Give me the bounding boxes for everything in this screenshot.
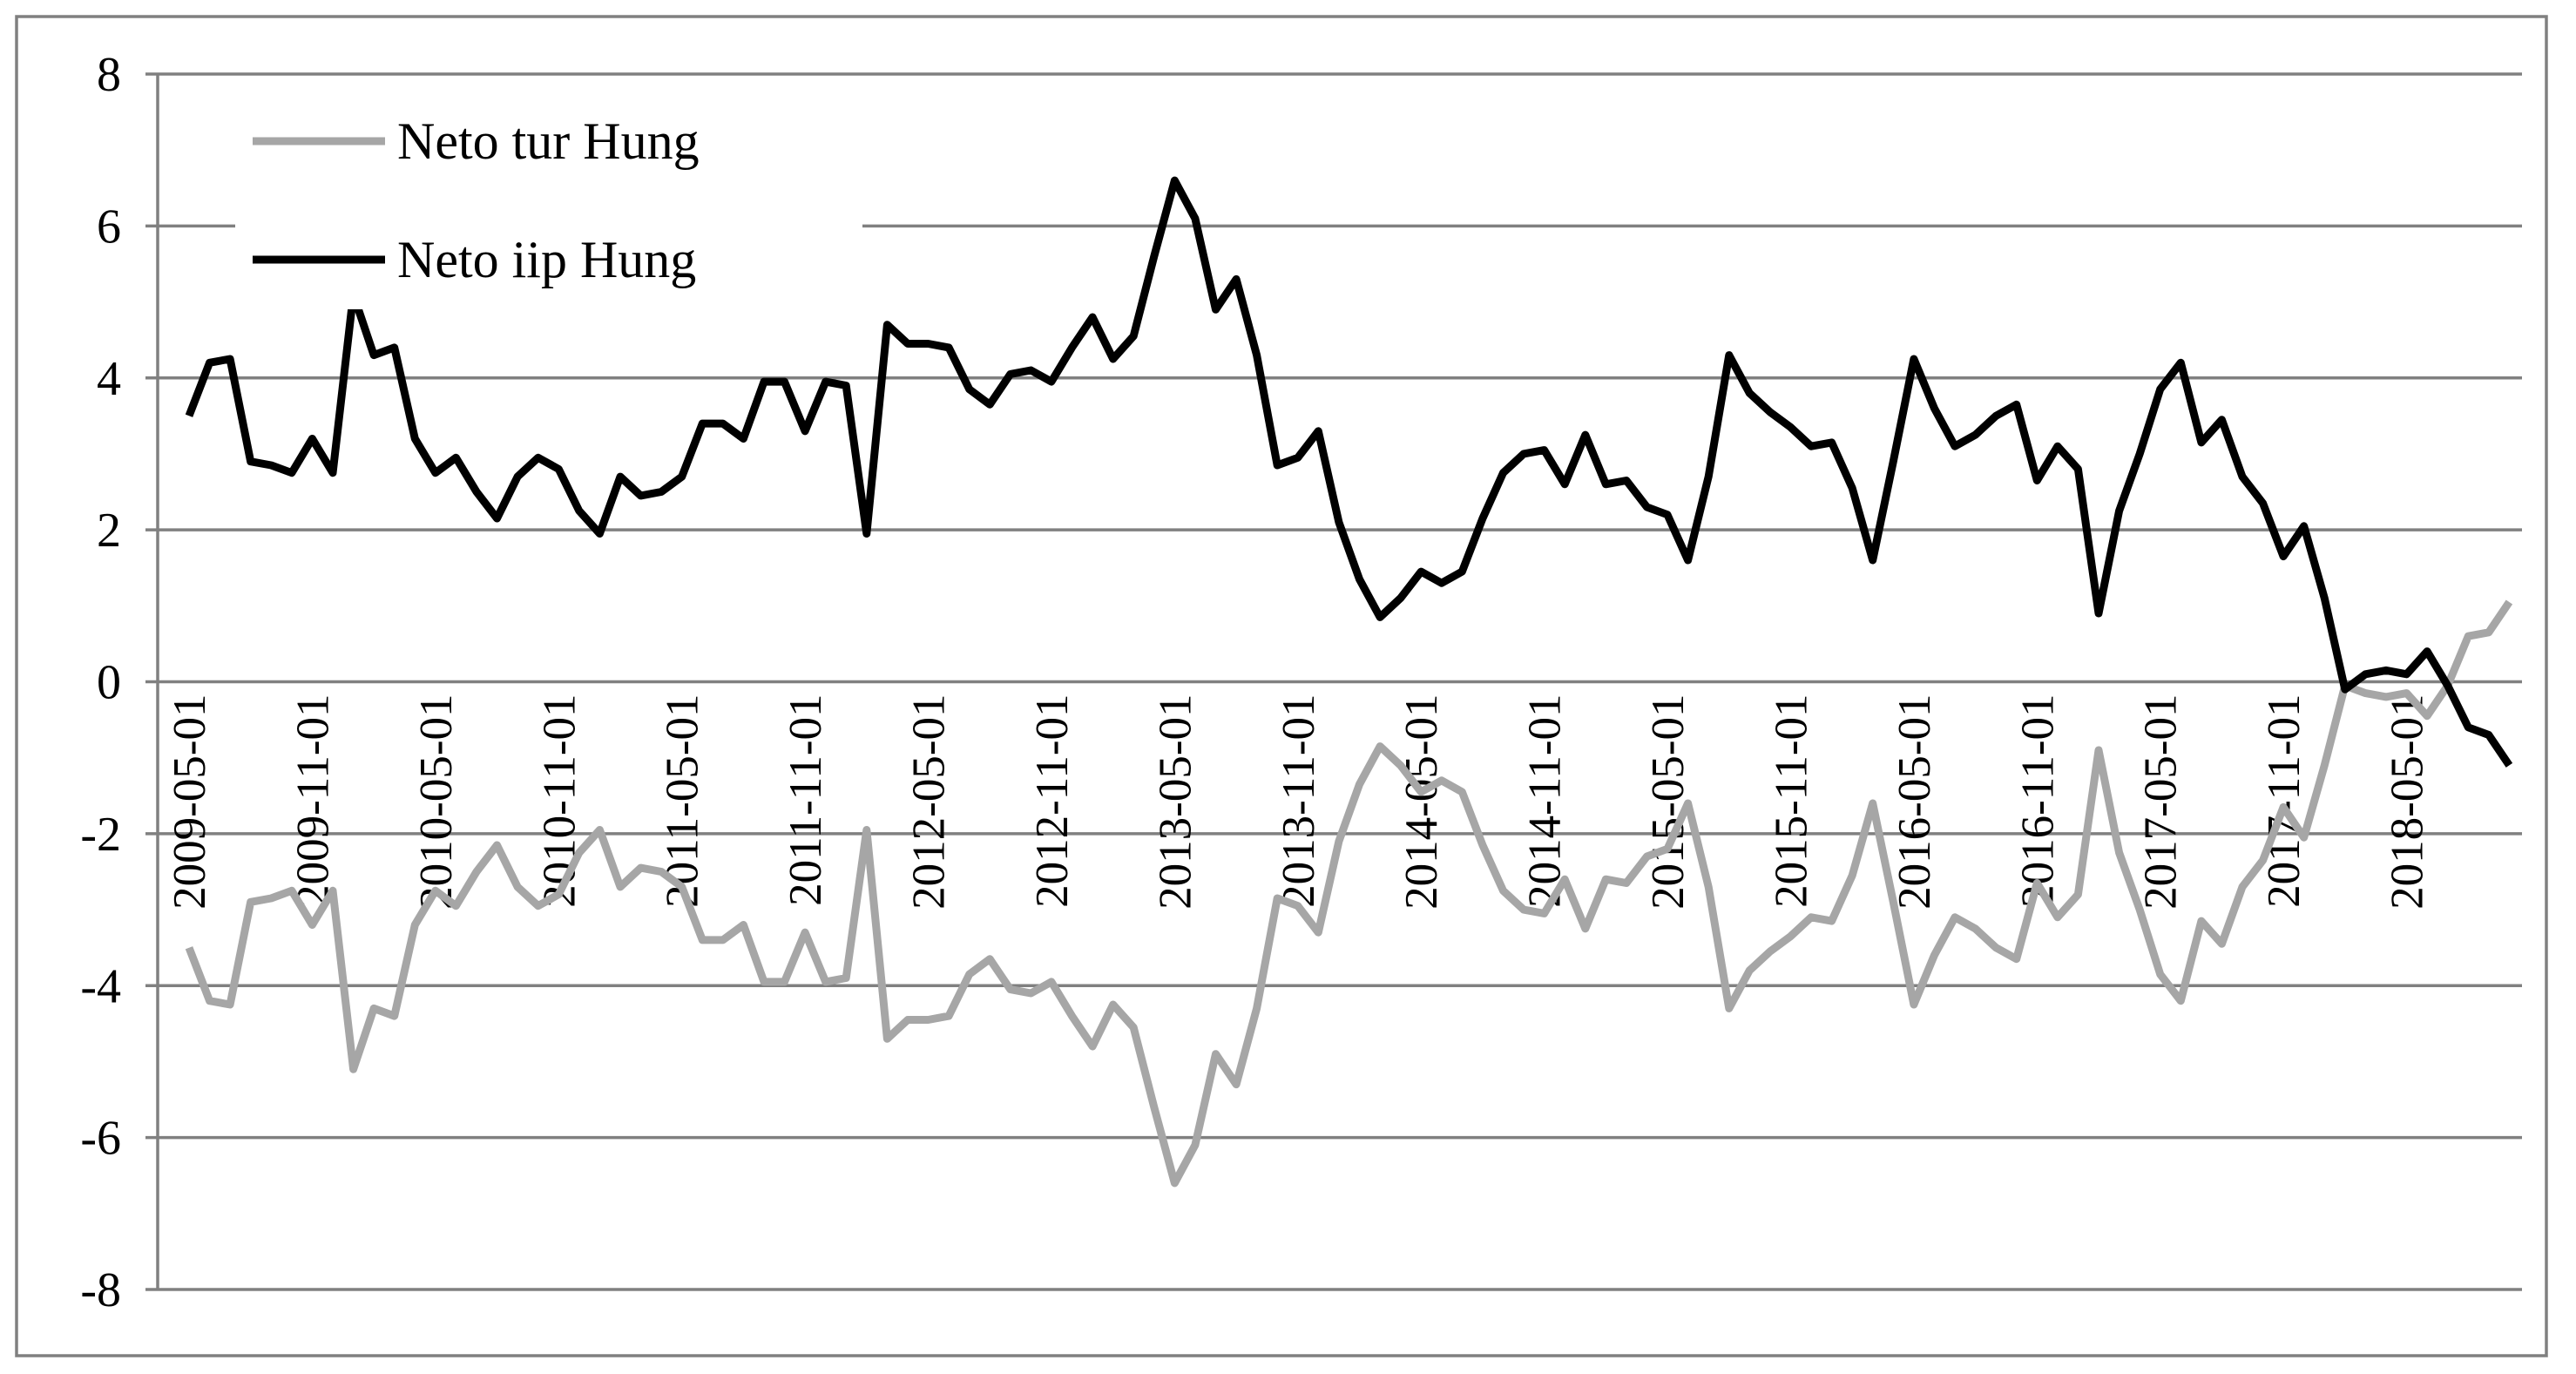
y-tick-label: 0 xyxy=(97,656,121,710)
y-tick-label: -6 xyxy=(80,1112,121,1166)
x-tick-label: 2011-11-01 xyxy=(781,694,831,906)
x-tick-label: 2017-11-01 xyxy=(2259,694,2309,908)
x-tick-label: 2012-05-01 xyxy=(904,694,955,910)
x-tick-label: 2010-05-01 xyxy=(411,694,462,910)
legend-label: Neto iip Hung xyxy=(397,231,696,288)
x-tick-label: 2016-05-01 xyxy=(1890,694,1940,910)
y-tick-label: 4 xyxy=(97,352,121,406)
series-line xyxy=(185,176,2513,768)
x-tick-label: 2012-11-01 xyxy=(1027,694,1078,908)
x-tick-label: 2009-11-01 xyxy=(287,694,338,908)
x-tick-label: 2017-05-01 xyxy=(2136,694,2187,910)
x-tick-label: 2015-11-01 xyxy=(1766,694,1816,908)
x-tick-label: 2009-05-01 xyxy=(165,694,215,910)
y-tick-label: -8 xyxy=(80,1263,121,1317)
y-tick-label: 6 xyxy=(97,200,121,254)
y-tick-label: 8 xyxy=(97,48,121,102)
legend-box xyxy=(235,91,862,309)
x-tick-label: 2013-05-01 xyxy=(1150,694,1200,910)
y-tick-label: -4 xyxy=(80,959,121,1013)
x-tick-label: 2016-11-01 xyxy=(2012,694,2063,908)
x-tick-label: 2018-05-01 xyxy=(2383,694,2433,910)
x-tick-label: 2013-11-01 xyxy=(1274,694,1324,908)
x-tick-label: 2010-11-01 xyxy=(534,694,585,908)
x-tick-label: 2014-11-01 xyxy=(1520,694,1571,908)
y-tick-label: 2 xyxy=(97,504,121,558)
series-line xyxy=(185,599,2513,1188)
legend-label: Neto tur Hung xyxy=(397,112,700,170)
x-tick-label: 2014-05-01 xyxy=(1396,694,1447,910)
y-tick-label: -2 xyxy=(80,808,121,862)
